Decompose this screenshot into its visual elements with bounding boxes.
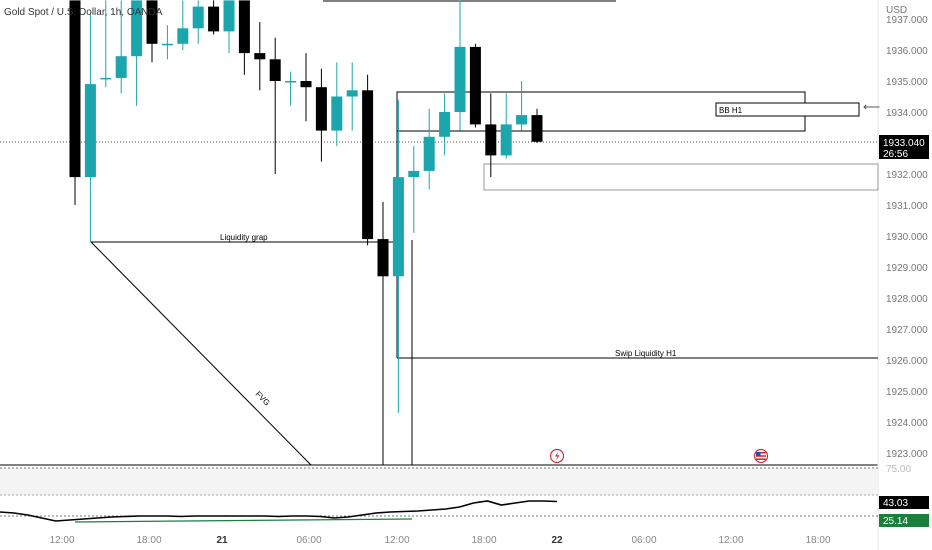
candle-bear[interactable]: [377, 239, 389, 277]
time-tick-label: 12:00: [49, 535, 74, 546]
candle-bear[interactable]: [208, 6, 220, 32]
candle-bull[interactable]: [161, 43, 173, 46]
liquidity-grab-label: Liquidity grap: [220, 233, 268, 242]
fvg-label: FVG: [254, 390, 272, 408]
bb-arrow-icon: ⟵: [863, 100, 880, 114]
candle-bull[interactable]: [516, 115, 528, 125]
symbol-title: Gold Spot / U.S. Dollar, 1h, OANDA: [4, 7, 163, 18]
candle-bear[interactable]: [146, 0, 158, 44]
candle-bull[interactable]: [408, 170, 420, 178]
osc-lower-badge: [879, 514, 929, 527]
candle-bear[interactable]: [469, 46, 481, 125]
time-tick-label: 22: [551, 535, 563, 546]
candle-bull[interactable]: [423, 136, 435, 171]
osc-value-badge: [879, 496, 929, 509]
candle-bull[interactable]: [454, 46, 466, 112]
price-tick-label: 1924.000: [886, 418, 928, 429]
candle-bull[interactable]: [131, 0, 143, 57]
time-tick-label: 12:00: [718, 535, 743, 546]
countdown-value: 26:56: [883, 149, 908, 160]
candle-bear[interactable]: [315, 87, 327, 131]
candle-bear[interactable]: [269, 59, 281, 81]
candle-bull[interactable]: [392, 177, 404, 277]
price-tick-label: 1936.000: [886, 46, 928, 57]
price-tick-label: 1925.000: [886, 387, 928, 398]
price-tick-label: 1932.000: [886, 170, 928, 181]
candle-bull[interactable]: [500, 124, 512, 156]
candle-bear[interactable]: [300, 81, 312, 88]
osc-current-value: 43.03: [883, 498, 908, 509]
candle-bear[interactable]: [69, 0, 81, 178]
lightning-event-icon[interactable]: [549, 448, 565, 464]
time-tick-label: 06:00: [631, 535, 656, 546]
candle-bull[interactable]: [331, 96, 343, 131]
lower-zone-rect[interactable]: [483, 163, 879, 191]
price-tick-label: 1929.000: [886, 263, 928, 274]
candle-bull[interactable]: [223, 0, 235, 32]
osc-upper-level: 75.00: [886, 464, 911, 475]
candle-bull[interactable]: [285, 81, 297, 83]
time-tick-label: 18:00: [136, 535, 161, 546]
drawings-layer: [90, 0, 879, 466]
osc-lower-value: 25.14: [883, 516, 908, 527]
time-tick-label: 21: [216, 535, 228, 546]
candle-bear[interactable]: [254, 53, 266, 60]
time-tick-label: 18:00: [471, 535, 496, 546]
price-tick-label: 1923.000: [886, 449, 928, 460]
candle-bull[interactable]: [346, 90, 358, 97]
fvg-diagonal-line[interactable]: [90, 241, 312, 466]
current-price-value: 1933.040: [883, 138, 925, 149]
time-tick-label: 06:00: [296, 535, 321, 546]
candle-bull[interactable]: [439, 112, 451, 137]
price-tick-label: 1934.000: [886, 108, 928, 119]
bb-label-box[interactable]: [715, 102, 860, 117]
candle-bull[interactable]: [115, 56, 127, 78]
oscillator-line: [0, 500, 558, 522]
time-tick-label: 12:00: [384, 535, 409, 546]
price-axis[interactable]: 1937.0001936.0001935.0001934.0001933.000…: [886, 15, 928, 460]
swip-liquidity-label: Swip Liquidity H1: [615, 349, 677, 358]
price-tick-label: 1930.000: [886, 232, 928, 243]
candle-bear[interactable]: [531, 115, 543, 142]
currency-label: USD: [886, 5, 907, 16]
price-tick-label: 1935.000: [886, 77, 928, 88]
candles-layer: [69, 0, 543, 466]
candle-bull[interactable]: [100, 77, 112, 80]
osc-band-upper: [0, 468, 878, 495]
candle-bear[interactable]: [485, 124, 497, 156]
price-tick-label: 1931.000: [886, 201, 928, 212]
candle-bull[interactable]: [177, 28, 189, 44]
time-tick-label: 18:00: [805, 535, 830, 546]
bb-h1-label: BB H1: [719, 106, 743, 115]
candle-bull[interactable]: [84, 84, 96, 178]
price-tick-label: 1928.000: [886, 294, 928, 305]
candle-bull[interactable]: [192, 6, 204, 29]
price-tick-label: 1926.000: [886, 356, 928, 367]
candle-bear[interactable]: [362, 90, 374, 240]
osc-divergence-line: [74, 518, 413, 523]
price-tick-label: 1937.000: [886, 15, 928, 26]
candle-bear[interactable]: [238, 0, 250, 54]
us-flag-event-icon[interactable]: [753, 448, 769, 464]
current-price-badge: [879, 135, 929, 159]
time-axis[interactable]: 12:00 18:00 21 06:00 12:00 18:00 22 06:00 12:00 1…: [49, 535, 830, 546]
oscillator-layer: [0, 500, 558, 523]
price-tick-label: 1927.000: [886, 325, 928, 336]
